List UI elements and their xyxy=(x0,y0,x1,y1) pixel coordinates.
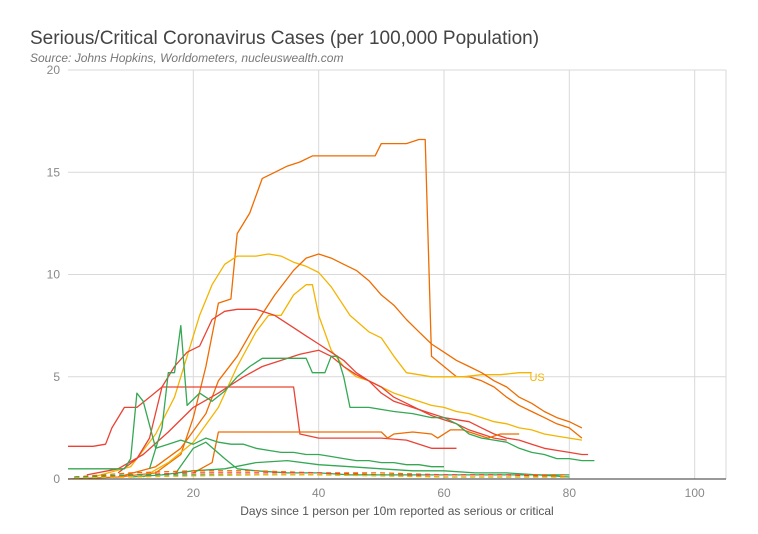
x-tick-label: 80 xyxy=(563,486,577,500)
series-line-7 xyxy=(117,386,457,474)
x-tick-label: 100 xyxy=(685,486,705,500)
y-tick-label: 10 xyxy=(47,268,61,282)
series-line-11 xyxy=(173,441,570,478)
series-line-1 xyxy=(67,138,583,480)
series-line-3 xyxy=(117,253,583,478)
series-line-8 xyxy=(192,429,520,474)
y-tick-label: 0 xyxy=(53,472,60,486)
series-annotation: US xyxy=(529,372,544,384)
x-axis-label: Days since 1 person per 10m reported as … xyxy=(240,504,553,518)
series-lines xyxy=(67,138,595,480)
gridlines xyxy=(68,69,727,480)
series-line-4 xyxy=(142,284,583,478)
y-tick-label: 5 xyxy=(53,370,60,384)
series-line-16 xyxy=(74,474,570,479)
chart-title: Serious/Critical Coronavirus Cases (per … xyxy=(30,28,540,49)
x-axis-ticks: 20 40 60 80 100 xyxy=(187,486,705,500)
series-line-12 xyxy=(130,459,570,478)
x-tick-label: 60 xyxy=(437,486,451,500)
series-line-5 xyxy=(68,308,589,456)
series-line-9 xyxy=(148,324,595,469)
series-line-14 xyxy=(74,472,570,479)
series-line-10 xyxy=(68,392,444,470)
chart-subtitle: Source: Johns Hopkins, Worldometers, nuc… xyxy=(30,51,344,65)
y-tick-label: 15 xyxy=(47,165,61,179)
series-line-2 xyxy=(92,253,532,478)
x-tick-label: 20 xyxy=(187,486,201,500)
x-tick-label: 40 xyxy=(312,486,326,500)
y-tick-label: 20 xyxy=(47,63,61,77)
annotations: US xyxy=(529,372,544,384)
y-axis-ticks: 0 5 10 15 20 xyxy=(47,63,61,486)
